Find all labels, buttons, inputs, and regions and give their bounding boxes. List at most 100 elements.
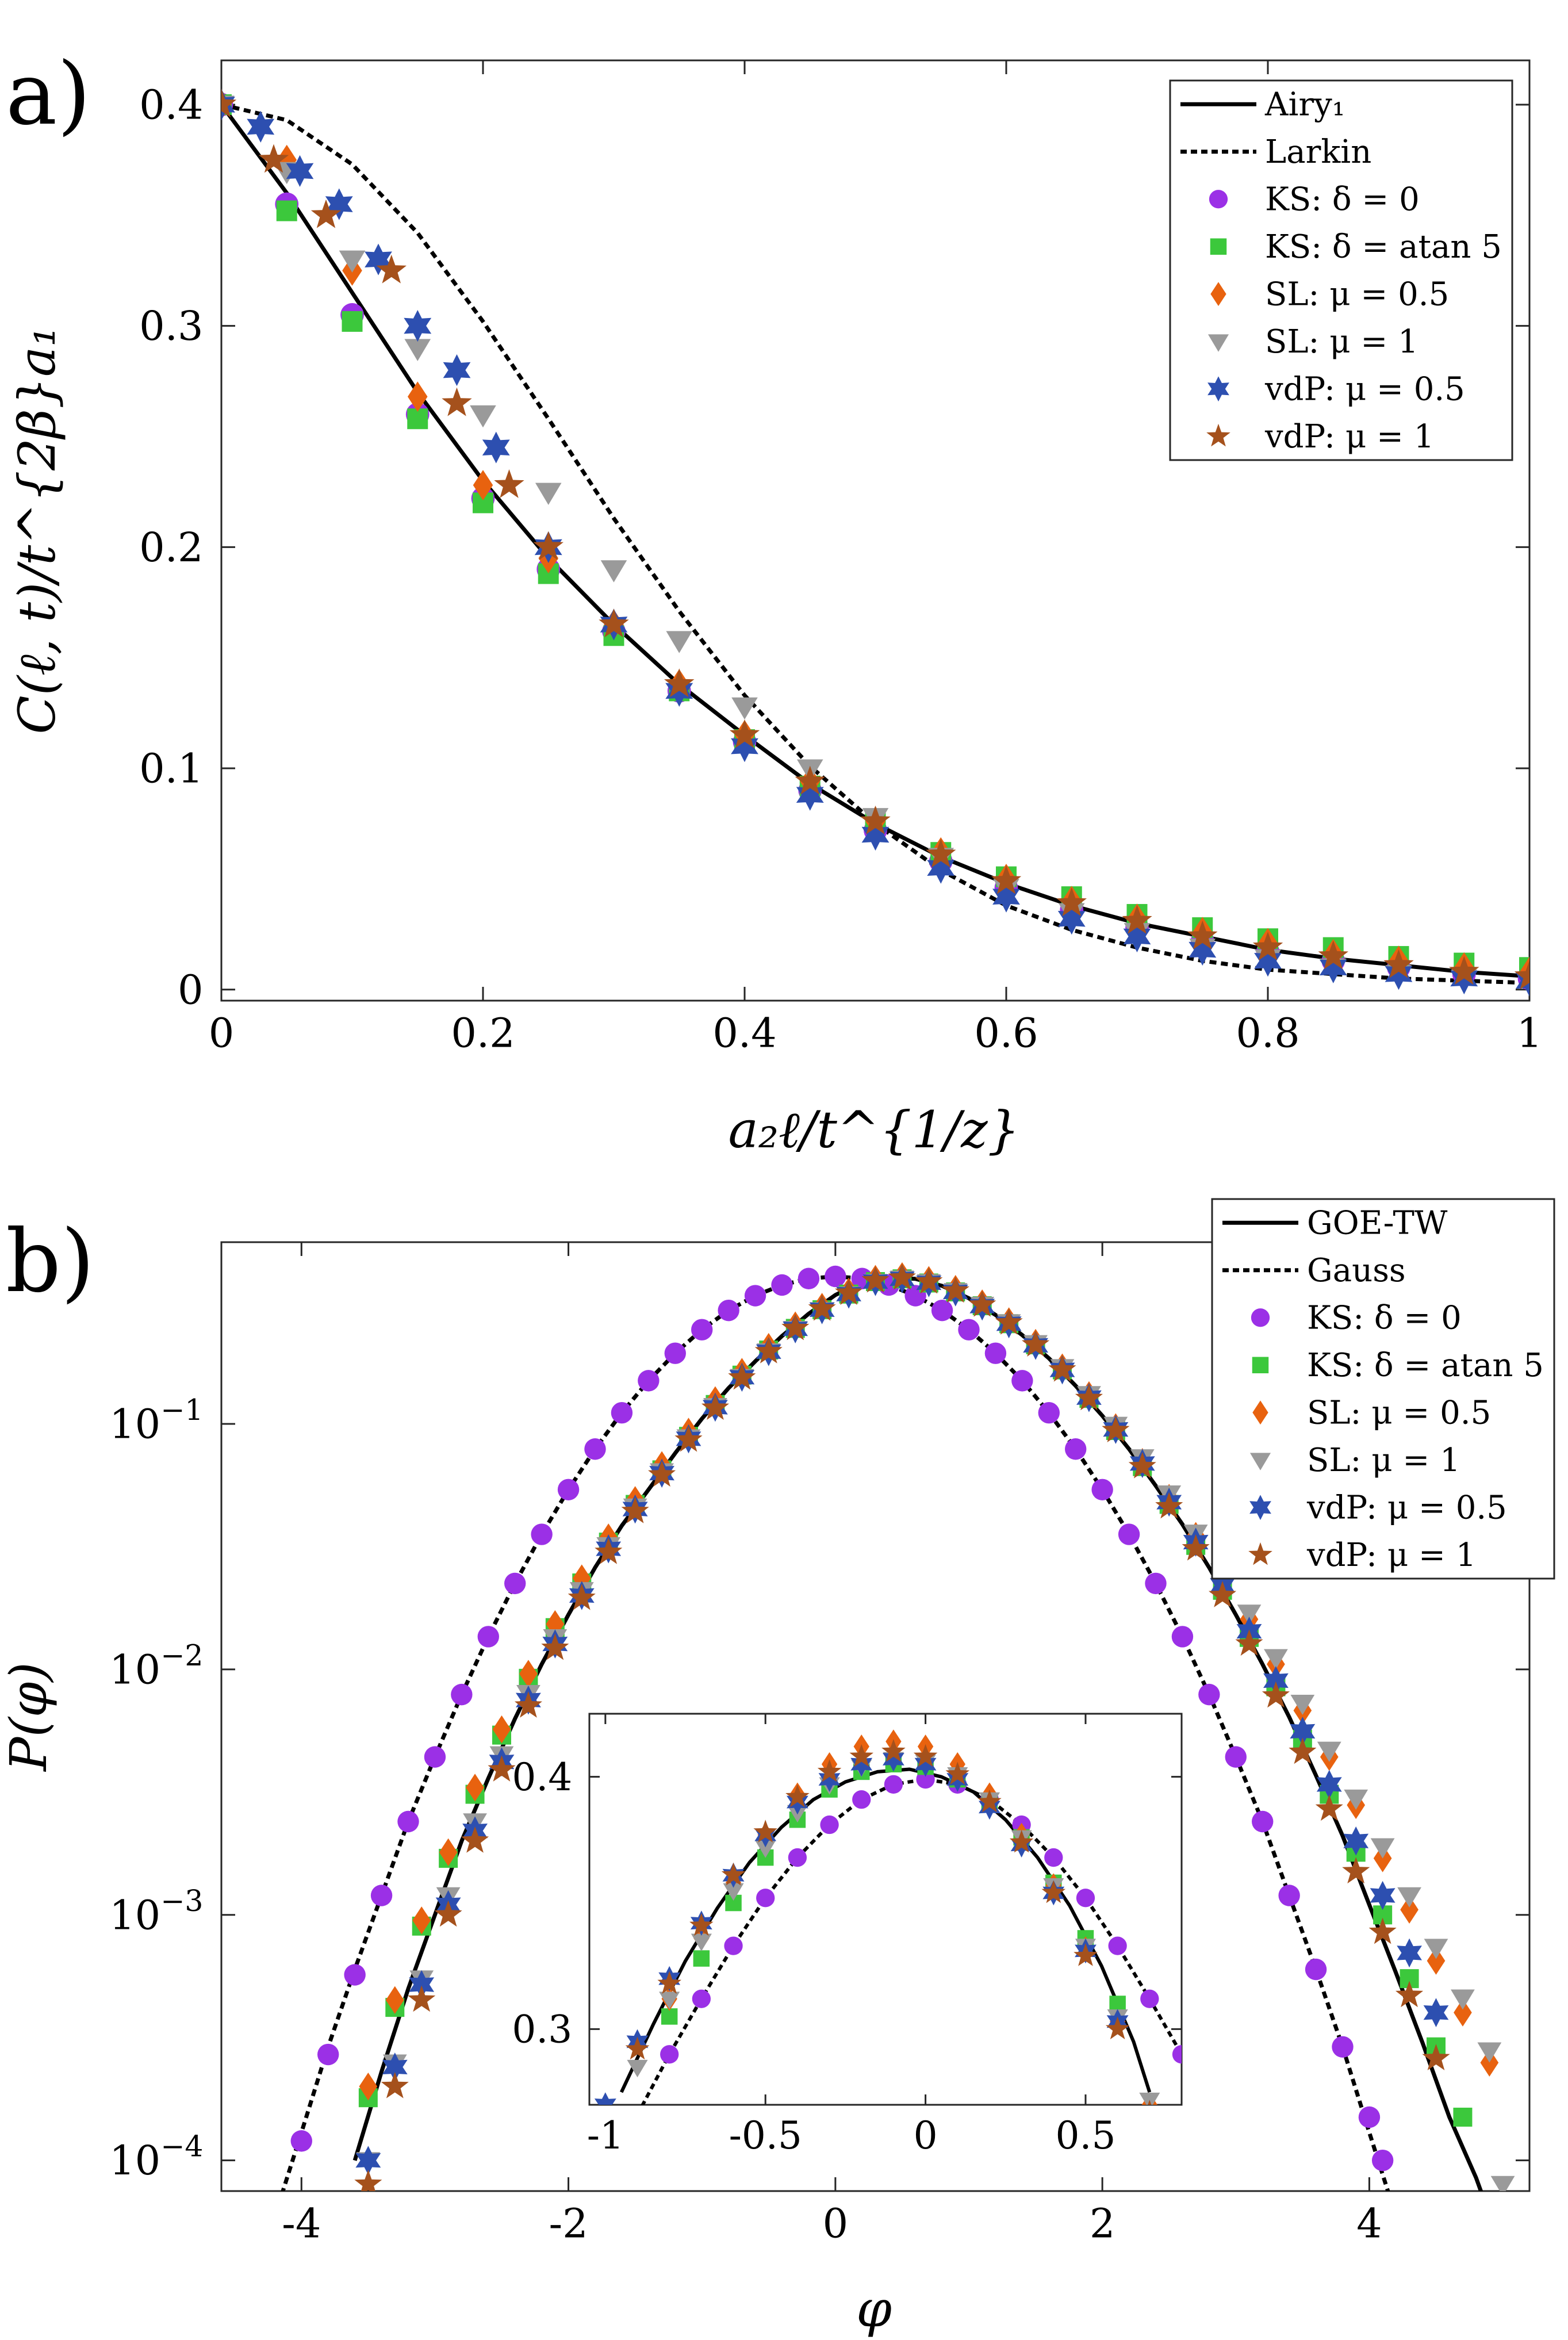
legend-entry-ks-0: KS: δ = 0 xyxy=(1209,181,1420,218)
data-point xyxy=(1022,1330,1050,1357)
data-point xyxy=(1371,2149,1394,2172)
legend-entry-sl-0-5: SL: μ = 0.5 xyxy=(1252,1394,1491,1431)
data-point xyxy=(721,1862,746,1886)
data-point xyxy=(1477,2042,1502,2063)
data-point xyxy=(926,838,956,868)
series-vdp-1 xyxy=(354,1263,1450,2191)
data-point xyxy=(1318,940,1348,970)
inset-points xyxy=(594,1729,1182,2105)
data-point xyxy=(693,1950,710,1967)
series-vdp-1 xyxy=(221,89,1529,989)
legend-marker xyxy=(1252,1357,1269,1373)
data-point xyxy=(1182,1534,1210,1561)
data-point xyxy=(451,1683,473,1706)
legend-marker xyxy=(1252,1400,1268,1425)
x-tick-label: 0 xyxy=(823,2200,849,2247)
legend-marker xyxy=(1210,282,1226,307)
data-point xyxy=(404,339,431,361)
data-point xyxy=(1453,2107,1473,2127)
legend-entry-sl-0-5: SL: μ = 0.5 xyxy=(1210,275,1449,313)
inset-ticks: -1 -0.5 0 0.5 0.3 0.4 xyxy=(512,1714,1182,2158)
legend-label: vdP: μ = 1 xyxy=(1306,1537,1476,1574)
data-point xyxy=(1490,2176,1515,2191)
data-point xyxy=(1102,1416,1130,1442)
data-point xyxy=(1370,1881,1396,1910)
data-point xyxy=(665,675,693,707)
data-point xyxy=(290,2130,312,2152)
data-point xyxy=(1315,1794,1343,1821)
data-point xyxy=(1316,1770,1342,1799)
data-point xyxy=(310,199,342,228)
legend-label: GOE-TW xyxy=(1307,1204,1448,1242)
data-point xyxy=(397,1810,419,1833)
data-point xyxy=(817,1759,842,1782)
data-point xyxy=(913,1744,938,1767)
legend-entry-vdp-1: vdP: μ = 1 xyxy=(1248,1537,1476,1574)
data-point xyxy=(888,1263,916,1290)
data-point xyxy=(1155,1492,1183,1519)
data-point xyxy=(1128,1452,1156,1479)
data-point xyxy=(342,311,363,332)
y-tick-label: 10−2 xyxy=(109,1638,203,1694)
data-point xyxy=(424,1746,446,1768)
data-point xyxy=(1317,1741,1341,1762)
data-point xyxy=(461,1826,489,1853)
panel-b-legend: GOE-TW Gauss KS: δ = 0 KS: δ = atan 5 SL: μ … xyxy=(1211,1198,1555,1580)
data-point xyxy=(557,1479,580,1500)
legend-marker xyxy=(1249,1453,1271,1470)
data-point xyxy=(691,1933,712,1951)
legend-label: vdP: μ = 0.5 xyxy=(1264,370,1465,408)
data-point xyxy=(852,1790,871,1809)
data-point xyxy=(1514,960,1529,989)
x-tick-label: 0.5 xyxy=(1055,2113,1115,2158)
legend-entry-gauss: Gauss xyxy=(1222,1252,1406,1289)
panel-a-points xyxy=(221,89,1529,997)
data-point xyxy=(344,1964,366,1986)
legend-entry-sl-1: SL: μ = 1 xyxy=(1207,323,1419,361)
x-tick-label: 0 xyxy=(914,2113,938,2158)
data-point xyxy=(382,2052,408,2082)
legend-marker xyxy=(1249,1495,1271,1521)
legend-entry-vdp-0-5: vdP: μ = 0.5 xyxy=(1207,370,1465,408)
legend-entry-sl-1: SL: μ = 1 xyxy=(1249,1442,1460,1479)
data-point xyxy=(1011,1370,1033,1392)
legend-label: Gauss xyxy=(1307,1252,1406,1289)
legend-entry-ks-0: KS: δ = 0 xyxy=(1251,1299,1462,1336)
data-point xyxy=(723,1883,744,1901)
data-point xyxy=(1454,1998,1472,2027)
data-point xyxy=(325,188,353,220)
data-point xyxy=(365,243,392,275)
data-point xyxy=(409,1970,435,2000)
data-point xyxy=(718,1299,739,1322)
panel-b-points xyxy=(290,1262,1515,2191)
data-point xyxy=(1145,1572,1167,1595)
data-point xyxy=(1480,2048,1499,2077)
data-point xyxy=(625,2036,650,2060)
panel-b-ylabel: P(φ) xyxy=(0,1662,58,1772)
data-point xyxy=(1009,1829,1034,1853)
data-point xyxy=(808,1294,836,1321)
y-tick-label: 0 xyxy=(178,966,204,1013)
data-point xyxy=(1187,920,1218,949)
data-point xyxy=(664,668,695,698)
data-point xyxy=(355,2146,381,2175)
y-tick-label: 0.4 xyxy=(139,81,203,128)
data-point xyxy=(488,1755,516,1782)
data-point xyxy=(1038,1401,1060,1424)
x-tick-label: 0.6 xyxy=(974,1010,1038,1057)
data-point xyxy=(915,1267,943,1294)
panel-b-ticks: -4 -2 0 2 4 10−1 10−2 10−3 10−4 xyxy=(109,1242,1529,2247)
data-point xyxy=(1396,1981,1424,2008)
panel-b-xlabel: φ xyxy=(856,2279,892,2338)
data-point xyxy=(568,1583,596,1610)
data-point xyxy=(1075,1384,1103,1411)
panel-a-ylabel: C(ℓ, t)/t^{2β}a₁ xyxy=(7,326,67,734)
data-point xyxy=(535,482,562,505)
data-point xyxy=(1449,956,1479,985)
data-point xyxy=(1252,932,1283,960)
data-point xyxy=(958,1319,980,1341)
data-point xyxy=(660,2045,679,2064)
data-point xyxy=(1057,903,1086,935)
data-point xyxy=(572,1564,591,1592)
